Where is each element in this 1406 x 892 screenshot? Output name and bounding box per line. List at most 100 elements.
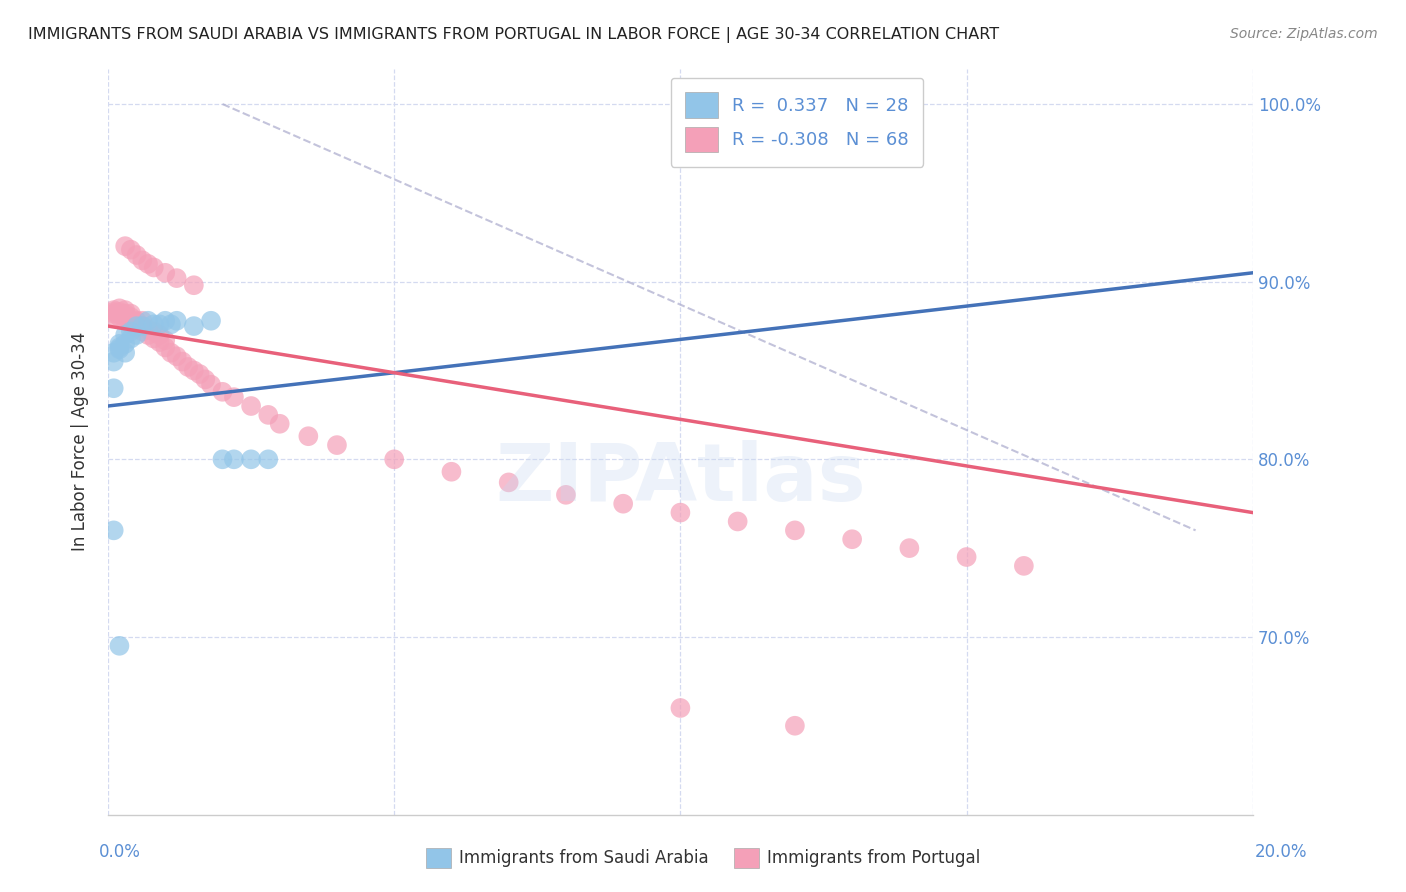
Point (155, 333, 177, 347)
Point (269, 417, 291, 431)
Point (222, 452, 245, 467)
Point (136, 257, 159, 271)
Point (166, 314, 188, 328)
Point (120, 307, 142, 321)
Point (114, 239, 136, 253)
Point (108, 340, 131, 354)
Point (114, 336, 136, 351)
Point (131, 319, 153, 334)
Point (200, 314, 222, 328)
Point (125, 319, 148, 334)
Point (194, 372, 217, 386)
Point (155, 340, 177, 354)
Point (183, 363, 205, 377)
Point (183, 319, 205, 334)
Point (108, 301, 131, 316)
Point (148, 318, 170, 332)
Point (120, 314, 142, 328)
Point (114, 307, 136, 321)
Legend: R =  0.337   N = 28, R = -0.308   N = 68: R = 0.337 N = 28, R = -0.308 N = 68 (671, 78, 924, 167)
Text: 20.0%: 20.0% (1256, 843, 1308, 861)
Point (1012, 558, 1035, 573)
Point (120, 318, 142, 332)
Point (103, 381, 125, 395)
Point (136, 314, 159, 328)
Point (103, 307, 125, 321)
Point (382, 452, 405, 467)
Point (136, 323, 159, 337)
Point (177, 359, 200, 374)
Point (120, 325, 142, 339)
Point (841, 533, 863, 547)
Point (114, 303, 136, 318)
Point (148, 328, 170, 343)
Point (172, 354, 194, 368)
Point (103, 345, 125, 359)
Point (669, 506, 692, 520)
Point (240, 452, 263, 467)
Point (131, 253, 153, 268)
Point (297, 429, 319, 443)
Text: Source: ZipAtlas.com: Source: ZipAtlas.com (1230, 27, 1378, 41)
Point (108, 310, 131, 325)
Legend: Immigrants from Saudi Arabia, Immigrants from Portugal: Immigrants from Saudi Arabia, Immigrants… (419, 841, 987, 875)
Point (166, 349, 188, 363)
Point (120, 243, 142, 257)
Y-axis label: In Labor Force | Age 30-34: In Labor Force | Age 30-34 (72, 332, 89, 551)
Text: IMMIGRANTS FROM SAUDI ARABIA VS IMMIGRANTS FROM PORTUGAL IN LABOR FORCE | AGE 30: IMMIGRANTS FROM SAUDI ARABIA VS IMMIGRAN… (28, 27, 1000, 43)
Point (131, 319, 153, 334)
Point (155, 266, 177, 280)
Point (108, 336, 131, 351)
Point (440, 465, 463, 479)
Point (183, 278, 205, 293)
Point (240, 399, 263, 413)
Text: ZIPAtlas: ZIPAtlas (495, 440, 866, 518)
Point (131, 325, 153, 339)
Point (555, 488, 578, 502)
Point (142, 318, 165, 332)
Point (125, 328, 148, 343)
Point (257, 452, 280, 467)
Point (103, 524, 125, 538)
Point (160, 345, 183, 359)
Point (108, 342, 131, 356)
Point (125, 318, 148, 332)
Point (114, 314, 136, 328)
Point (125, 321, 148, 335)
Point (148, 334, 170, 349)
Point (136, 328, 159, 343)
Point (125, 248, 148, 262)
Point (142, 332, 165, 346)
Point (108, 307, 131, 321)
Point (125, 314, 148, 328)
Point (498, 475, 520, 490)
Point (211, 384, 233, 399)
Point (257, 408, 280, 422)
Point (120, 310, 142, 325)
Point (200, 377, 222, 392)
Point (155, 314, 177, 328)
Point (956, 549, 979, 564)
Point (326, 438, 349, 452)
Point (114, 328, 136, 343)
Point (727, 515, 749, 529)
Point (103, 354, 125, 368)
Point (898, 541, 921, 555)
Point (120, 332, 142, 346)
Point (211, 452, 233, 467)
Point (114, 345, 136, 359)
Point (222, 390, 245, 404)
Text: 0.0%: 0.0% (98, 843, 141, 861)
Point (188, 367, 211, 381)
Point (131, 314, 153, 328)
Point (142, 325, 165, 339)
Point (103, 310, 125, 325)
Point (108, 305, 131, 319)
Point (108, 639, 131, 653)
Point (103, 305, 125, 319)
Point (166, 271, 188, 285)
Point (142, 260, 165, 275)
Point (783, 719, 806, 733)
Point (612, 497, 634, 511)
Point (114, 310, 136, 325)
